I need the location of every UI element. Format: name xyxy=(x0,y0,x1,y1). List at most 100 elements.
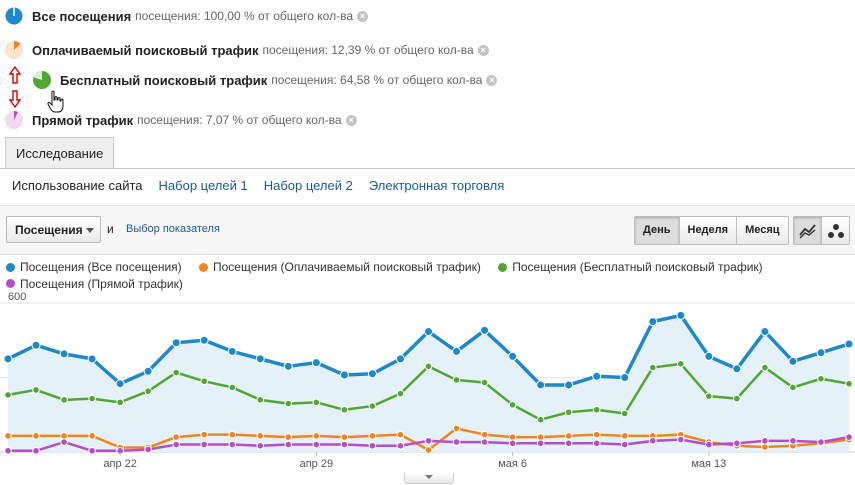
data-point xyxy=(592,405,601,414)
data-point xyxy=(60,396,68,404)
data-point xyxy=(452,438,461,446)
total-visits-area xyxy=(8,315,849,452)
segment-share: посещения: 100,00 % от общего кол-ва xyxy=(135,9,353,23)
motion-chart-view-button[interactable] xyxy=(822,217,849,244)
legend-label: Посещения (Все посещения) xyxy=(20,260,182,274)
metric-dropdown[interactable]: Посещения xyxy=(6,216,101,243)
data-point xyxy=(480,325,490,335)
data-point xyxy=(536,415,545,424)
period-week-button[interactable]: Неделя xyxy=(679,217,738,244)
data-point xyxy=(592,430,601,439)
subnav-goal-set-2[interactable]: Набор целей 2 xyxy=(263,178,353,193)
data-point xyxy=(256,441,265,450)
legend-item: Посещения (Все посещения) xyxy=(6,259,182,275)
data-point xyxy=(340,440,349,449)
legend-dot-green xyxy=(498,262,508,272)
data-point xyxy=(284,399,293,408)
data-point xyxy=(396,389,405,398)
legend-label: Посещения (Бесплатный поисковый трафик) xyxy=(512,260,763,274)
data-point xyxy=(705,440,713,449)
x-tick-label: мая 13 xyxy=(691,458,726,470)
remove-segment-icon[interactable]: × xyxy=(477,44,489,56)
data-point xyxy=(704,351,714,361)
data-point xyxy=(228,440,237,449)
data-point xyxy=(676,310,686,320)
data-point xyxy=(424,446,433,454)
segment-all-visits[interactable]: Все посещения посещения: 100,00 % от общ… xyxy=(0,4,368,28)
data-point xyxy=(648,363,657,372)
segment-organic-search[interactable]: Бесплатный поисковый трафик посещения: 6… xyxy=(28,68,498,92)
data-point xyxy=(200,377,209,386)
data-point xyxy=(424,362,433,371)
data-point xyxy=(32,386,40,394)
data-point xyxy=(789,437,797,445)
tab-explore[interactable]: Исследование xyxy=(5,137,115,168)
data-point xyxy=(143,366,153,376)
data-point xyxy=(760,327,770,337)
period-day-button[interactable]: День xyxy=(635,217,680,244)
data-point xyxy=(3,354,13,364)
reorder-arrows-icon[interactable] xyxy=(8,66,22,108)
metric-dropdown-label: Посещения xyxy=(15,223,83,237)
data-point xyxy=(116,398,124,407)
data-point xyxy=(31,340,41,350)
data-point xyxy=(536,433,545,441)
data-point xyxy=(620,432,629,440)
data-point xyxy=(761,363,769,372)
x-tick-label: мая 6 xyxy=(498,458,527,470)
x-tick-label: апр 22 xyxy=(103,458,136,470)
line-chart-view-button[interactable] xyxy=(794,217,822,244)
data-point xyxy=(424,437,433,445)
data-point xyxy=(817,374,825,383)
subnav-goal-set-1[interactable]: Набор целей 1 xyxy=(158,178,248,193)
subnav-site-usage[interactable]: Использование сайта xyxy=(12,178,143,193)
data-point xyxy=(340,433,349,441)
data-point xyxy=(312,432,321,440)
data-point xyxy=(4,391,12,399)
data-point xyxy=(88,446,96,455)
x-tick-label: апр 29 xyxy=(300,458,333,470)
segment-name: Оплачиваемый поисковый трафик xyxy=(32,42,259,58)
data-point xyxy=(816,348,826,358)
data-point xyxy=(32,446,40,455)
data-point xyxy=(620,409,629,418)
data-point xyxy=(367,369,377,379)
remove-segment-icon[interactable]: × xyxy=(486,74,498,86)
remove-segment-icon[interactable]: × xyxy=(345,114,357,126)
segment-direct-traffic[interactable]: Прямой трафик посещения: 7,07 % от общег… xyxy=(0,108,357,132)
data-point xyxy=(60,432,68,440)
data-point xyxy=(732,364,742,374)
data-point xyxy=(228,383,237,392)
legend-item: Посещения (Бесплатный поисковый трафик) xyxy=(498,259,763,275)
explore-subnav: Использование сайта Набор целей 1 Набор … xyxy=(12,178,504,193)
period-switcher: День Неделя Месяц xyxy=(634,216,789,245)
legend-dot-blue xyxy=(6,262,15,272)
legend-label: Посещения (Оплачиваемый поисковый трафик… xyxy=(212,260,481,274)
data-point xyxy=(536,439,545,448)
subnav-ecommerce[interactable]: Электронная торговля xyxy=(368,178,505,193)
remove-segment-icon[interactable]: × xyxy=(357,10,368,22)
data-point xyxy=(88,432,96,440)
report-tab-bar: Исследование xyxy=(0,137,855,169)
segment-pie-icon xyxy=(4,40,24,60)
data-point xyxy=(172,433,180,441)
segment-paid-search[interactable]: Оплачиваемый поисковый трафик посещения:… xyxy=(0,38,489,62)
data-point xyxy=(620,440,629,449)
line-chart-icon xyxy=(798,223,816,238)
data-point xyxy=(340,405,349,414)
data-point xyxy=(228,430,237,439)
data-point xyxy=(32,432,40,440)
legend-label: Посещения (Прямой трафик) xyxy=(20,276,183,291)
data-point xyxy=(283,361,293,371)
chart-view-switcher xyxy=(793,216,850,245)
data-point xyxy=(255,354,265,364)
data-point xyxy=(60,438,68,446)
data-point xyxy=(705,392,713,400)
segment-name: Прямой трафик xyxy=(32,112,134,128)
data-point xyxy=(87,354,97,364)
choose-metric-link[interactable]: Выбор показателя xyxy=(126,223,220,235)
and-label: и xyxy=(107,222,114,236)
period-month-button[interactable]: Месяц xyxy=(737,217,788,244)
segment-pie-icon xyxy=(32,70,52,90)
chart-resize-handle[interactable] xyxy=(404,473,454,484)
